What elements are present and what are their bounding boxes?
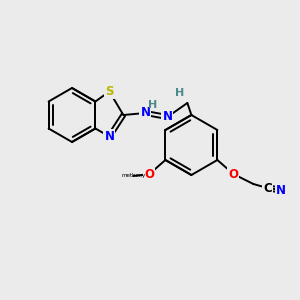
Text: N: N <box>276 184 286 196</box>
Text: N: N <box>162 110 172 124</box>
Text: methoxy: methoxy <box>121 173 146 178</box>
Text: S: S <box>105 85 114 98</box>
Text: O: O <box>228 167 239 181</box>
Text: H: H <box>175 88 184 98</box>
Text: C: C <box>263 182 272 194</box>
Text: N: N <box>140 106 150 119</box>
Text: N: N <box>104 130 114 143</box>
Text: H: H <box>148 100 157 110</box>
Text: O: O <box>144 167 154 181</box>
